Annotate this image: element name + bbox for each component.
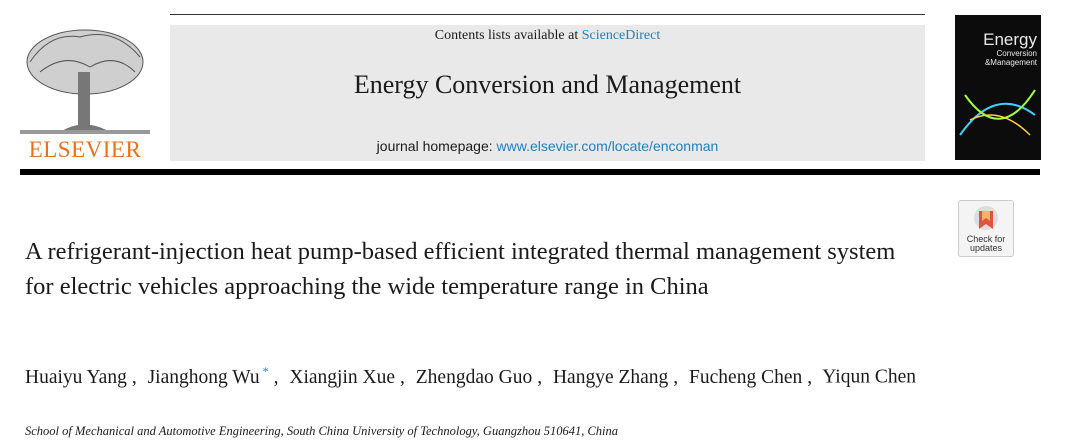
separator: , [400, 366, 405, 388]
contents-line: Contents lists available at ScienceDirec… [170, 28, 925, 44]
link[interactable]: ScienceDirect [581, 28, 661, 43]
article-title: A refrigerant-injection heat pump-based … [25, 238, 896, 300]
cover-text: Conversion [996, 49, 1037, 58]
affiliation: School of Mechanical and Automotive Engi… [25, 424, 618, 438]
author: Yiqun Chen [822, 367, 916, 388]
rule [170, 14, 925, 15]
author: Hangye Zhang, [553, 367, 684, 388]
homepage-line: journal homepage: www.elsevier.com/locat… [170, 138, 925, 154]
text: journal homepage: [376, 138, 493, 154]
author: Huaiyu Yang, [25, 367, 143, 388]
cover-art [959, 89, 1036, 136]
journal-title: Energy Conversion and Management [353, 70, 742, 99]
author-name: Zhengdao Guo [415, 366, 533, 388]
author-name: Xiangjin Xue [289, 366, 396, 388]
author-name: Huaiyu Yang [25, 366, 127, 388]
rule [20, 169, 1040, 175]
text: Contents lists available at [434, 28, 579, 43]
cover-text: &Management [984, 58, 1037, 67]
author: Xiangjin Xue, [289, 367, 410, 388]
separator: , [673, 366, 679, 388]
icon [974, 206, 998, 230]
check-for-updates[interactable]: Check for updates [958, 200, 1014, 257]
link[interactable]: www.elsevier.com/locate/enconman [496, 138, 719, 154]
author-name: Jianghong Wu [147, 366, 260, 388]
author-name: Yiqun Chen [822, 366, 916, 388]
separator: , [537, 366, 543, 388]
journal-banner [170, 25, 925, 161]
corresponding-mark: * [262, 364, 269, 378]
elsevier-logo [20, 29, 150, 134]
author: Zhengdao Guo, [416, 367, 548, 388]
author: Jianghong Wu *, [147, 364, 285, 388]
label: Check for [966, 234, 1006, 244]
separator: , [807, 366, 813, 388]
publisher: ELSEVIER [28, 137, 142, 162]
cover-text: Energy [983, 30, 1037, 49]
author-list: Huaiyu Yang, Jianghong Wu *, Xiangjin Xue… [25, 358, 955, 391]
journal-cover[interactable]: Energy Conversion &Management [955, 15, 1041, 160]
author-name: Fucheng Chen [689, 366, 803, 388]
separator: , [131, 366, 137, 388]
separator: , [273, 366, 279, 388]
author-name: Hangye Zhang [552, 366, 669, 388]
author: Fucheng Chen, [689, 367, 818, 388]
label: updates [969, 243, 1003, 253]
